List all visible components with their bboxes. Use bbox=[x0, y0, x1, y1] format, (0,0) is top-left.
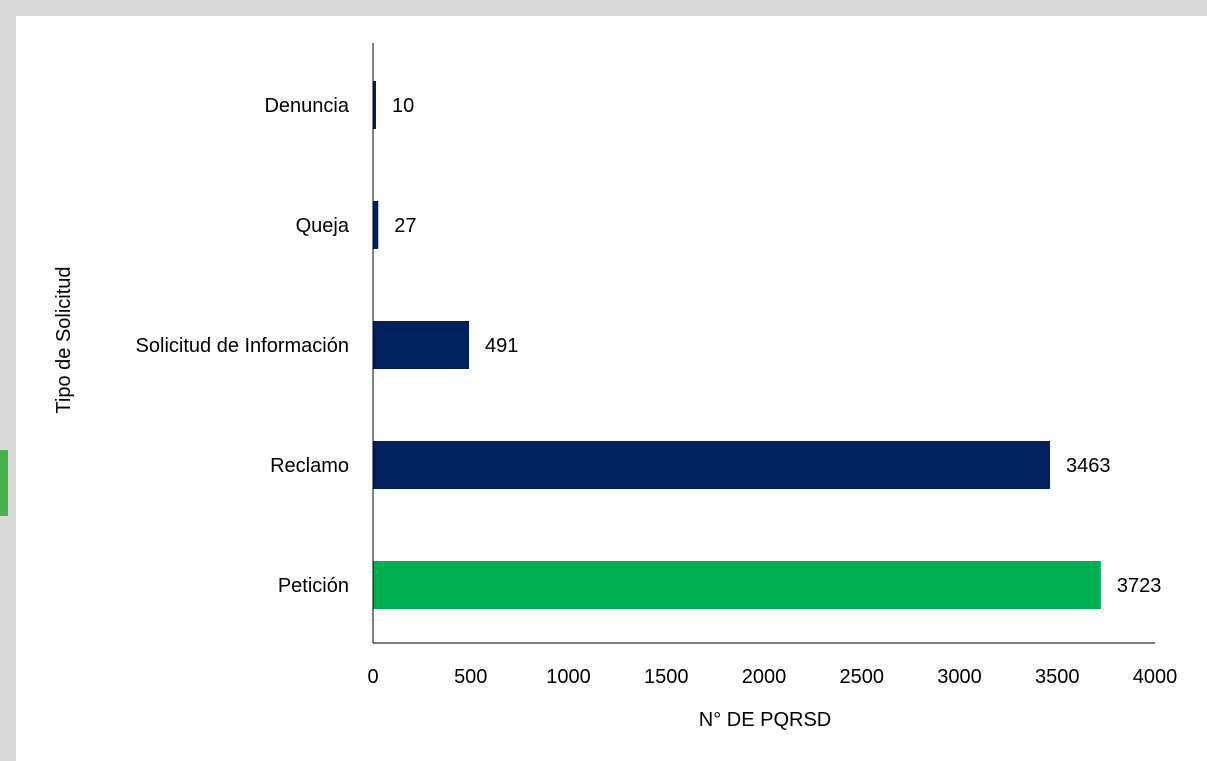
frame-border-top bbox=[0, 0, 1207, 16]
chart-area bbox=[16, 16, 1207, 761]
x-tick-label: 3000 bbox=[937, 666, 982, 688]
bar-reclamo bbox=[373, 441, 1051, 489]
x-tick-label: 1000 bbox=[546, 666, 591, 688]
side-accent-bar bbox=[0, 450, 8, 516]
category-label: Solicitud de Información bbox=[136, 335, 349, 357]
x-tick-label: 500 bbox=[454, 666, 487, 688]
bars-layer bbox=[373, 81, 1101, 609]
y-axis-title: Tipo de Solicitud bbox=[53, 266, 75, 413]
bar-petici-n bbox=[373, 561, 1101, 609]
data-label: 491 bbox=[485, 335, 518, 357]
x-tick-label: 2500 bbox=[840, 666, 885, 688]
x-axis-title: N° DE PQRSD bbox=[699, 709, 831, 731]
category-label: Denuncia bbox=[264, 95, 349, 117]
bar-solicitud-de-informaci-n bbox=[373, 321, 469, 369]
x-tick-label: 3500 bbox=[1035, 666, 1080, 688]
category-labels-layer: Denuncia Queja Solicitud de Información Rec… bbox=[136, 95, 350, 597]
frame-border-left bbox=[0, 0, 16, 761]
category-label: Reclamo bbox=[270, 455, 349, 477]
data-label: 27 bbox=[394, 215, 416, 237]
category-label: Queja bbox=[296, 215, 350, 237]
data-label: 3463 bbox=[1066, 455, 1111, 477]
data-labels-layer: 10 27 491 3463 3723 bbox=[392, 95, 1161, 597]
data-label: 10 bbox=[392, 95, 414, 117]
x-tick-label: 4000 bbox=[1133, 666, 1178, 688]
bar-denuncia bbox=[373, 81, 376, 129]
data-label: 3723 bbox=[1117, 575, 1162, 597]
x-tick-label: 1500 bbox=[644, 666, 689, 688]
category-label: Petición bbox=[278, 575, 349, 597]
bar-queja bbox=[373, 201, 379, 249]
x-tick-label: 0 bbox=[367, 666, 378, 688]
x-tick-label: 2000 bbox=[742, 666, 787, 688]
x-tick-labels-layer: 0 500 1000 1500 2000 2500 3000 3500 4000 bbox=[367, 666, 1177, 688]
